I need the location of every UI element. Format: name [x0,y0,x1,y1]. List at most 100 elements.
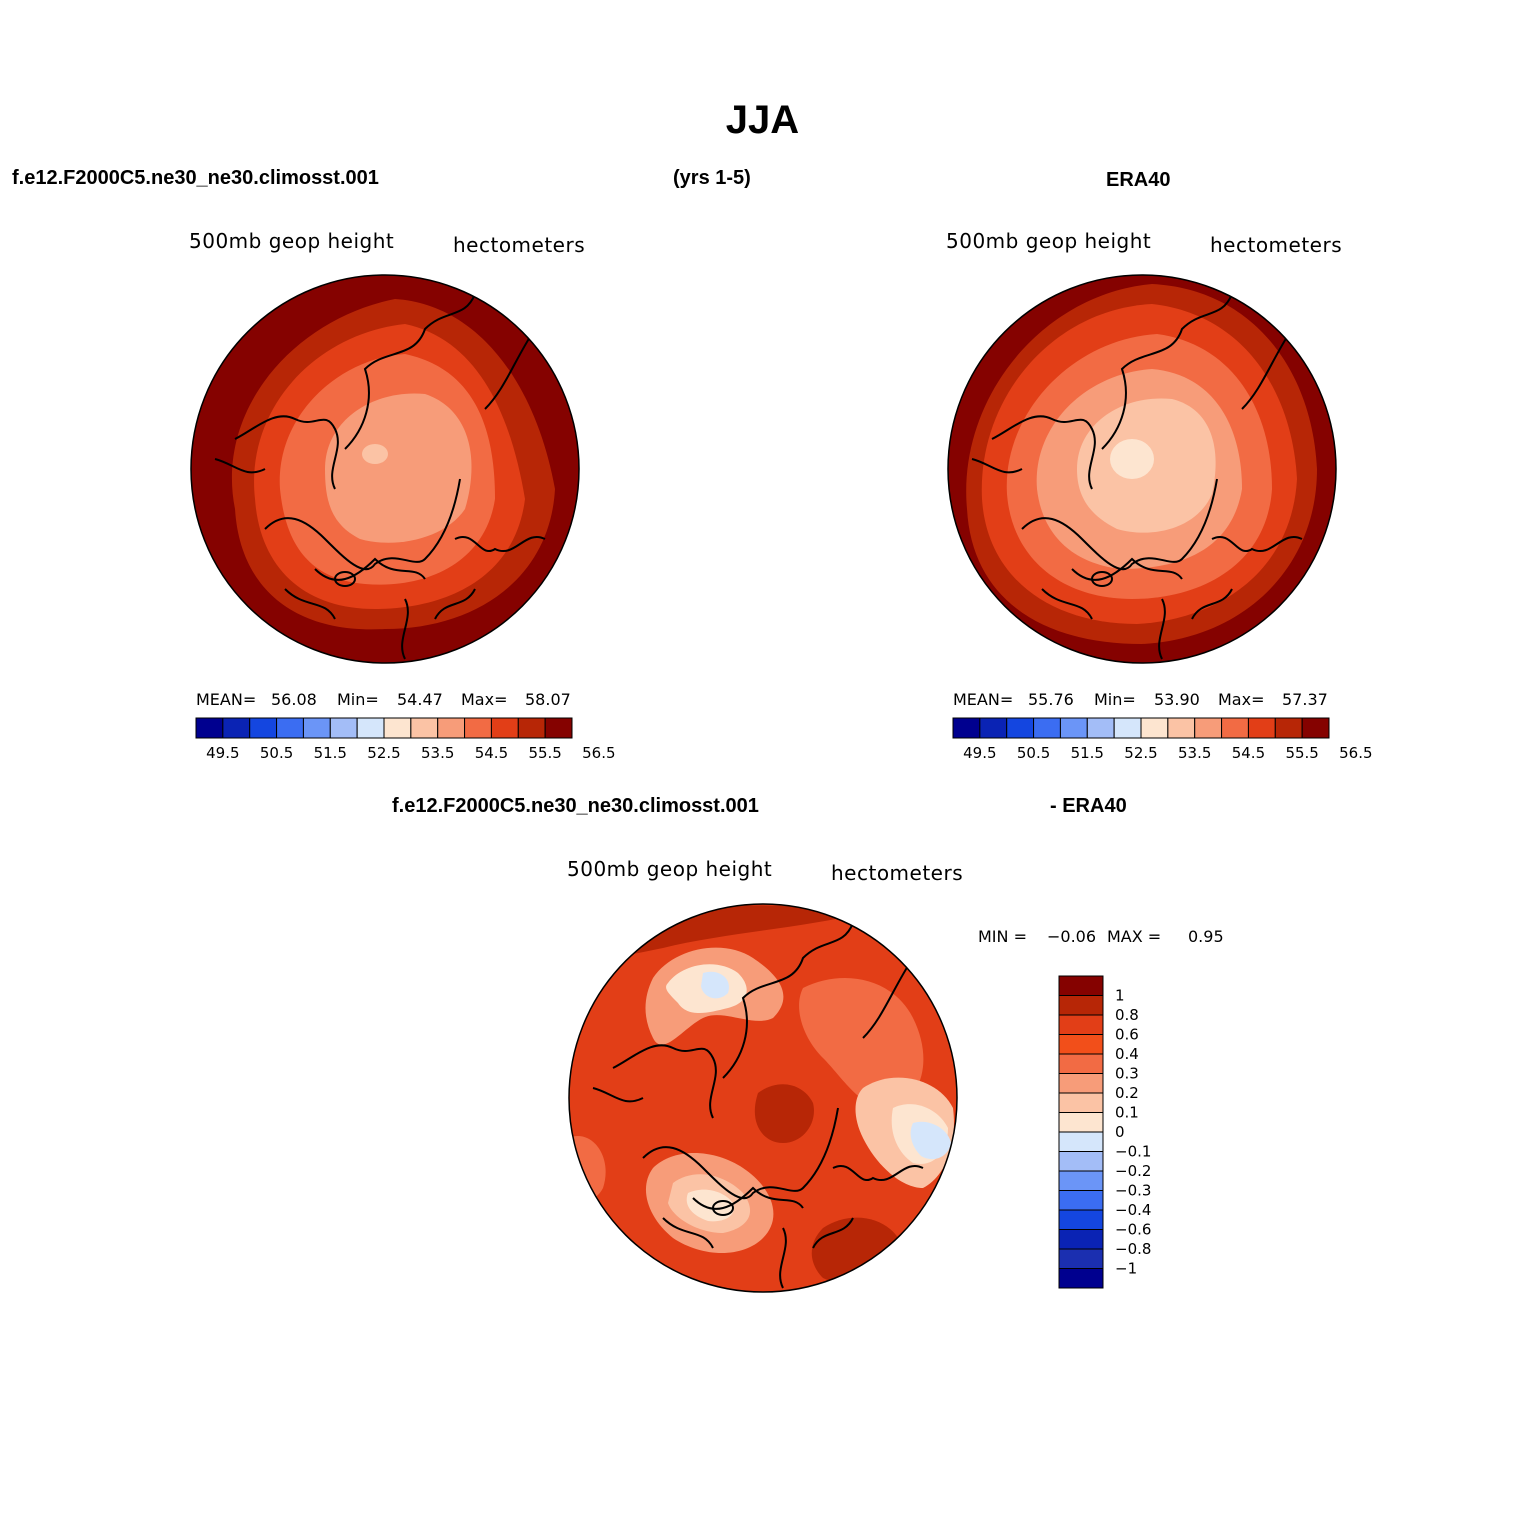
obs-colorbar-box [1301,717,1330,739]
diff-band-ne [799,978,924,1109]
diff-min-label: MIN = [978,927,1027,946]
diff-map-border [568,903,958,1293]
diff-colorbar-tick-label: 0.6 [1115,1026,1139,1044]
diff-colorbar-box [1058,1131,1104,1152]
diff-colorbar-box [1058,1151,1104,1172]
obs-variable-label: 500mb geop height [946,229,1152,253]
model-colorbar-box [437,717,466,739]
obs-colorbar-tick-label: 49.5 [963,744,996,762]
obs-min-value: 53.90 [1154,690,1200,709]
diff-colorbar-box [1058,1268,1104,1289]
obs-min-label: Min= [1094,690,1136,709]
case-name-label: f.e12.F2000C5.ne30_ne30.climosst.001 [12,167,379,189]
diff-colorbar-tick-label: −1 [1115,1260,1137,1278]
model-mean-label: MEAN= [196,690,257,709]
obs-colorbar-box [1033,717,1061,739]
model-colorbar-box [249,717,278,739]
obs-map-border [947,274,1337,664]
obs-colorbar-box [1006,717,1035,739]
diff-colorbar-box [1058,975,1104,996]
diff-colorbar-tick-label: −0.4 [1115,1201,1151,1219]
obs-colorbar-box [1194,717,1223,739]
diff-colorbar-tick-label: −0.6 [1115,1221,1151,1239]
obs-polar-map [947,274,1337,664]
diff-colorbar-box [1058,995,1104,1016]
obs-colorbar-box [1140,717,1169,739]
model-colorbar-tick-label: 56.5 [582,744,615,762]
diff-pole-max [754,1084,814,1143]
model-colorbar-box [383,717,412,739]
model-min-label: Min= [337,690,379,709]
model-colorbar-box [276,717,304,739]
diff-band-south-inner [686,1189,734,1222]
obs-name-label: ERA40 [1106,169,1171,191]
model-colorbar-tick-label: 51.5 [314,744,347,762]
obs-contour-max [1110,439,1154,479]
obs-colorbar-box [1086,717,1115,739]
model-units-label: hectometers [453,233,586,257]
model-max-value: 58.07 [525,690,571,709]
obs-colorbar-tick-label: 54.5 [1232,744,1265,762]
diff-obs-name-label: - ERA40 [1050,795,1127,817]
model-contour-545 [325,393,472,543]
diff-colorbar-tick-label: 1 [1115,987,1125,1005]
diff-variable-label: 500mb geop height [567,857,773,881]
model-colorbar-box [464,717,492,739]
diff-colorbar-box [1058,1034,1104,1055]
model-mean-value: 56.08 [271,690,317,709]
model-map-border [190,274,580,664]
diff-units-label: hectometers [831,861,964,885]
model-colorbar-box [356,717,385,739]
obs-colorbar-box [1059,717,1088,739]
obs-colorbar-tick-label: 52.5 [1124,744,1157,762]
diff-colorbar-box [1058,1248,1104,1269]
obs-colorbar-box [952,717,981,739]
diff-min-value: −0.06 [1047,927,1097,946]
obs-colorbar-tick-label: 50.5 [1017,744,1050,762]
diff-coastlines [592,922,924,1289]
model-colorbar-box [544,717,573,739]
diff-polar-map [568,903,958,1293]
diff-max-value: 0.95 [1188,927,1224,946]
diff-colorbar-box [1058,1014,1104,1035]
obs-mean-label: MEAN= [953,690,1014,709]
model-min-value: 54.47 [397,690,443,709]
diff-colorbar-tick-label: 0.2 [1115,1084,1139,1102]
obs-coastlines [971,293,1303,660]
model-colorbar-box [410,717,439,739]
diff-colorbar-tick-label: 0.8 [1115,1006,1139,1024]
obs-colorbar-box [1247,717,1276,739]
model-contour-max [362,444,388,464]
obs-colorbar-box [1167,717,1196,739]
diff-colorbar-tick-label: −0.1 [1115,1143,1151,1161]
obs-units-label: hectometers [1210,233,1343,257]
diff-colorbar-tick-label: 0 [1115,1123,1125,1141]
obs-max-label: Max= [1218,690,1265,709]
model-max-label: Max= [461,690,508,709]
model-colorbar-box [329,717,358,739]
diff-colorbar-box [1058,1092,1104,1113]
model-polar-map [190,274,580,664]
diff-colorbar-box [1058,1053,1104,1074]
model-colorbar-tick-label: 53.5 [421,744,454,762]
model-colorbar-box [490,717,519,739]
diff-colorbar-tick-label: −0.3 [1115,1182,1151,1200]
obs-colorbar-tick-label: 56.5 [1339,744,1372,762]
diff-negative-east [910,1121,951,1160]
diff-negative-nw [701,971,729,999]
model-colorbar-box [222,717,251,739]
model-coastlines [214,293,546,660]
obs-mean-value: 55.76 [1028,690,1074,709]
diff-colorbar-box [1058,1209,1104,1230]
diff-case-name-label: f.e12.F2000C5.ne30_ne30.climosst.001 [392,795,759,817]
diff-colorbar-box [1058,1112,1104,1133]
obs-colorbar-tick-label: 55.5 [1285,744,1318,762]
obs-colorbar-box [979,717,1008,739]
diff-colorbar-box [1058,1170,1104,1191]
model-variable-label: 500mb geop height [189,229,395,253]
model-colorbar: 49.5 50.5 51.5 52.5 53.5 54.5 55.5 56.5 [195,717,616,762]
obs-colorbar-tick-label: 51.5 [1071,744,1104,762]
diff-colorbar: 10.8 0.60.4 0.30.2 0.10 −0.1−0.2 −0.3−0.4 −0.6… [1058,975,1151,1289]
diff-colorbar-box [1058,1073,1104,1094]
diff-colorbar-tick-label: −0.2 [1115,1162,1151,1180]
